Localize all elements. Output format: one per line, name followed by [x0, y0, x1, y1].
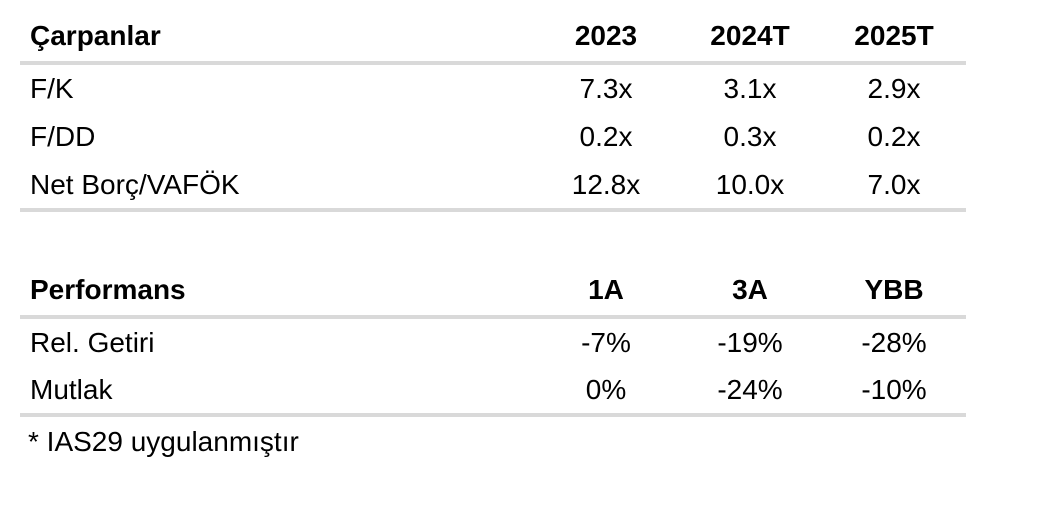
cell-value: -24% — [678, 366, 822, 417]
multiples-header-row: Çarpanlar 2023 2024T 2025T — [20, 10, 966, 65]
performance-header-row: Performans 1A 3A YBB — [20, 264, 966, 319]
column-header-2025t: 2025T — [822, 10, 966, 65]
table-row: F/DD 0.2x 0.3x 0.2x — [20, 112, 966, 161]
cell-value: 0.2x — [867, 120, 921, 152]
row-label: F/K — [30, 72, 74, 104]
cell-value: -10% — [822, 366, 966, 417]
row-label: Rel. Getiri — [30, 326, 155, 358]
column-header-1a: 1A — [534, 264, 678, 319]
cell-value: 3.1x — [723, 72, 777, 104]
column-header-3a: 3A — [678, 264, 822, 319]
table-row: Rel. Getiri -7% -19% -28% — [20, 317, 966, 366]
cell-value: -28% — [861, 326, 927, 358]
cell-value: -19% — [717, 326, 783, 358]
table-row: Mutlak 0% -24% -10% — [20, 366, 966, 417]
table-row: Net Borç/VAFÖK 12.8x 10.0x 7.0x — [20, 161, 966, 212]
column-header-2024t: 2024T — [678, 10, 822, 65]
cell-value: 12.8x — [534, 161, 678, 212]
carpanlar-section-title: Çarpanlar — [20, 10, 534, 65]
performance-table-section: Performans 1A 3A YBB Rel. Getiri -7% -19% -28%… — [20, 264, 1052, 417]
cell-value: 10.0x — [678, 161, 822, 212]
cell-value: 7.3x — [579, 72, 633, 104]
cell-value: 0% — [534, 366, 678, 417]
cell-value: 0.2x — [579, 120, 633, 152]
column-header-ybb: YBB — [822, 264, 966, 319]
cell-value: 2.9x — [867, 72, 921, 104]
performance-table: Performans 1A 3A YBB Rel. Getiri -7% -19% -28%… — [20, 264, 966, 417]
cell-value: 7.0x — [822, 161, 966, 212]
cell-value: -7% — [581, 326, 631, 358]
multiples-table: Çarpanlar 2023 2024T 2025T F/K 7.3x 3.1x 2.9x F… — [20, 10, 966, 212]
footnote: * IAS29 uygulanmıştır — [28, 426, 299, 457]
multiples-table-section: Çarpanlar 2023 2024T 2025T F/K 7.3x 3.1x 2.9x F… — [20, 10, 1052, 212]
performans-section-title: Performans — [20, 264, 534, 319]
cell-value: 0.3x — [723, 120, 777, 152]
row-label: Mutlak — [20, 366, 534, 417]
row-label: F/DD — [30, 120, 96, 152]
table-row: F/K 7.3x 3.1x 2.9x — [20, 63, 966, 112]
column-header-2023: 2023 — [534, 10, 678, 65]
row-label: Net Borç/VAFÖK — [20, 161, 534, 212]
